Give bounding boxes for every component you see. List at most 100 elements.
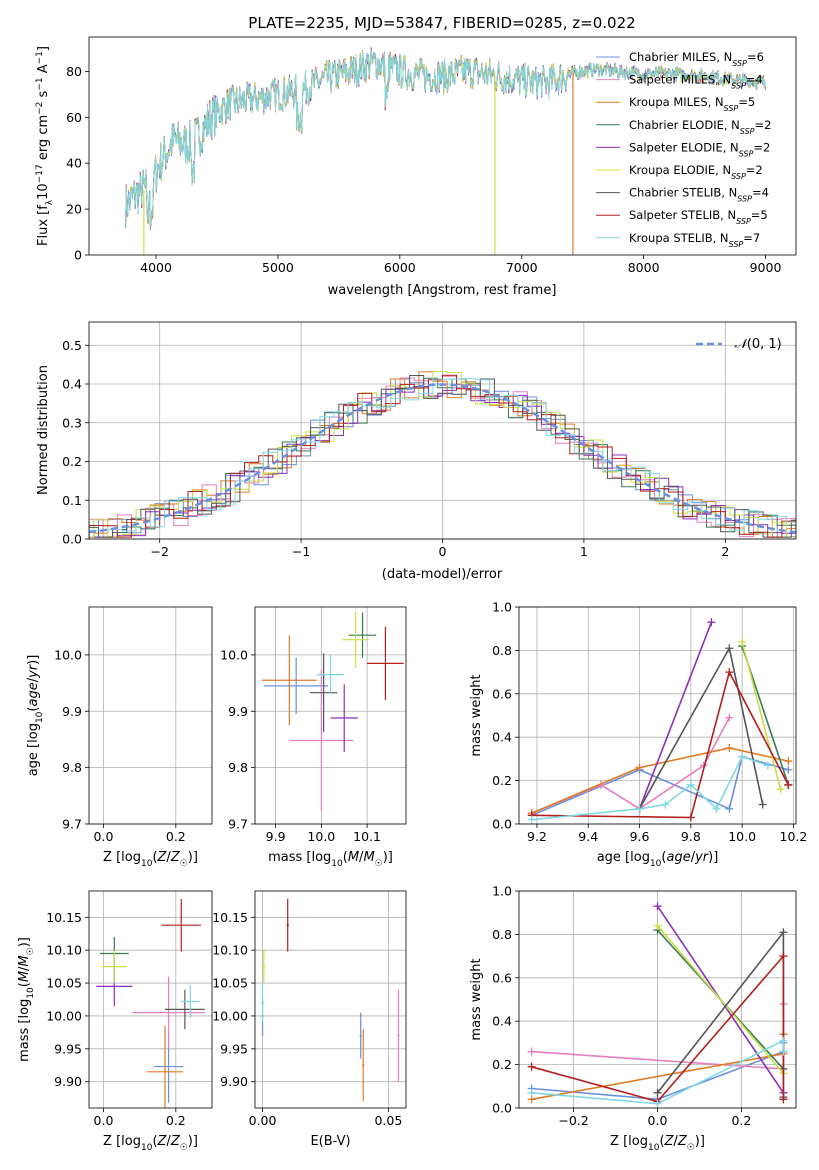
plot-area xyxy=(89,371,796,538)
y-tick-label: 9.9 xyxy=(62,704,82,719)
weight-line-salpeter_elodie xyxy=(638,621,713,810)
x-axis-label-weight_vs_age: age [log10(age/yr)] xyxy=(597,850,719,869)
weight-marker-chabrier_stelib xyxy=(725,644,734,653)
y-tick-label: 0.0 xyxy=(62,532,82,547)
y-tick-label: 9.7 xyxy=(62,817,82,832)
y-tick-label: 9.90 xyxy=(54,1074,82,1089)
y-tick-label: 0.5 xyxy=(62,338,82,353)
legend-label-kroupa_stelib: Kroupa STELIB, NSSP=7 xyxy=(629,231,760,249)
legend-label-kroupa_miles: Kroupa MILES, NSSP=5 xyxy=(629,95,755,113)
weight-line-kroupa_elodie xyxy=(656,925,785,1074)
x-tick-label: 9.6 xyxy=(630,829,650,844)
y-tick-label: 10.0 xyxy=(220,647,248,662)
x-tick-label: 1 xyxy=(580,544,588,559)
weight-marker-kroupa_elodie xyxy=(776,785,785,794)
spectrum-line-kroupa_stelib xyxy=(125,48,766,228)
x-tick-label: 10.1 xyxy=(353,829,381,844)
x-axis-label-mass_vs_ebv: E(B-V) xyxy=(310,1134,350,1149)
axes-frame xyxy=(88,36,797,256)
axes-frame xyxy=(88,890,213,1109)
y-axis-label-weight_vs_age: mass weight xyxy=(469,674,484,756)
y-tick-label: 10.15 xyxy=(46,910,82,925)
y-tick-label: 0.6 xyxy=(492,970,512,985)
plot-area xyxy=(527,902,788,1108)
axes-frame xyxy=(88,321,797,540)
legend-label-salpeter_elodie: Salpeter ELODIE, NSSP=2 xyxy=(629,140,770,158)
weight-marker-kroupa_stelib xyxy=(653,1099,662,1108)
weight-marker-salpeter_stelib xyxy=(527,1062,536,1071)
weight-marker-salpeter_elodie xyxy=(653,902,662,911)
y-tick-label: 0.0 xyxy=(492,817,512,832)
y-tick-label: 9.9 xyxy=(228,704,248,719)
weight-marker-kroupa_miles xyxy=(635,763,644,772)
x-tick-label: 0.2 xyxy=(166,1113,186,1128)
weight-marker-salpeter_stelib xyxy=(779,952,788,961)
axes-frame xyxy=(88,606,213,825)
y-tick-label: 0.4 xyxy=(492,1014,512,1029)
x-tick-label: 10.0 xyxy=(307,829,335,844)
spectrum-x-axis-label: wavelength [Angstrom, rest frame] xyxy=(328,283,557,298)
legend-label-chabrier_miles: Chabrier MILES, NSSP=6 xyxy=(629,50,764,68)
axes-frame xyxy=(518,606,797,825)
x-tick-label: 7000 xyxy=(506,260,538,275)
histogram-kroupa_stelib xyxy=(89,378,796,532)
y-tick-label: 0.2 xyxy=(492,773,512,788)
x-tick-label: −0.2 xyxy=(558,1113,588,1128)
axes-frame xyxy=(254,606,407,825)
x-axis-label-age_vs_mass: mass [log10(M/M☉)] xyxy=(268,850,393,869)
weight-marker-chabrier_miles xyxy=(725,804,734,813)
weight-marker-kroupa_elodie xyxy=(738,637,747,646)
residuals-y-axis-label: Normed distribution xyxy=(36,365,51,495)
x-tick-label: 5000 xyxy=(262,260,294,275)
axes-frame xyxy=(518,890,797,1109)
plot-area xyxy=(125,46,766,255)
weight-marker-chabrier_stelib xyxy=(779,928,788,937)
weight-marker-kroupa_stelib xyxy=(527,1088,536,1097)
y-tick-label: 9.90 xyxy=(220,1074,248,1089)
legend-label-chabrier_stelib: Chabrier STELIB, NSSP=4 xyxy=(629,186,769,204)
y-tick-label: 0.8 xyxy=(492,643,512,658)
weight-marker-chabrier_stelib xyxy=(653,1088,662,1097)
x-tick-label: 10.0 xyxy=(728,829,756,844)
weight-marker-salpeter_stelib xyxy=(784,780,793,789)
weight-line-kroupa_stelib xyxy=(531,1039,785,1105)
y-tick-label: 80 xyxy=(66,64,82,79)
y-tick-label: 10.0 xyxy=(54,647,82,662)
plot-area xyxy=(261,611,404,812)
weight-marker-kroupa_elodie xyxy=(653,921,662,930)
x-tick-label: 4000 xyxy=(140,260,172,275)
y-tick-label: 0.1 xyxy=(62,493,82,508)
weight-marker-salpeter_stelib xyxy=(779,1095,788,1104)
weight-marker-kroupa_stelib xyxy=(763,761,772,770)
weight-marker-chabrier_miles xyxy=(784,765,793,774)
y-tick-label: 9.95 xyxy=(54,1041,82,1056)
x-tick-label: 2 xyxy=(721,544,729,559)
spectrum-y-axis-label: Flux [fλ10−17 erg cm−2 s−1 A−1] xyxy=(35,46,55,246)
weight-marker-salpeter_stelib xyxy=(725,668,734,677)
x-tick-label: 0 xyxy=(439,544,447,559)
weight-marker-kroupa_stelib xyxy=(779,1047,788,1056)
y-tick-label: 0.4 xyxy=(492,730,512,745)
x-tick-label: −1 xyxy=(292,544,310,559)
weight-marker-kroupa_miles xyxy=(784,757,793,766)
y-tick-label: 60 xyxy=(66,110,82,125)
y-tick-label: 9.8 xyxy=(228,760,248,775)
y-tick-label: 1.0 xyxy=(492,884,512,899)
legend-label-salpeter_miles: Salpeter MILES, NSSP=4 xyxy=(629,73,763,91)
x-tick-label: 0.05 xyxy=(374,1113,402,1128)
y-tick-label: 0.0 xyxy=(492,1101,512,1116)
weight-line-salpeter_stelib xyxy=(531,669,790,819)
x-tick-label: 9.4 xyxy=(578,829,598,844)
residuals-x-axis-label: (data-model)/error xyxy=(382,567,503,582)
legend-label-chabrier_elodie: Chabrier ELODIE, NSSP=2 xyxy=(629,118,771,136)
plot-area xyxy=(96,898,205,1108)
x-tick-label: 9000 xyxy=(750,260,782,275)
y-tick-label: 40 xyxy=(66,156,82,171)
weight-marker-kroupa_stelib xyxy=(661,800,670,809)
x-tick-label: 0.0 xyxy=(94,829,114,844)
weight-marker-salpeter_miles xyxy=(527,1047,536,1056)
y-tick-label: 10.10 xyxy=(212,943,248,958)
x-tick-label: 0.0 xyxy=(648,1113,668,1128)
weight-marker-kroupa_stelib xyxy=(712,804,721,813)
